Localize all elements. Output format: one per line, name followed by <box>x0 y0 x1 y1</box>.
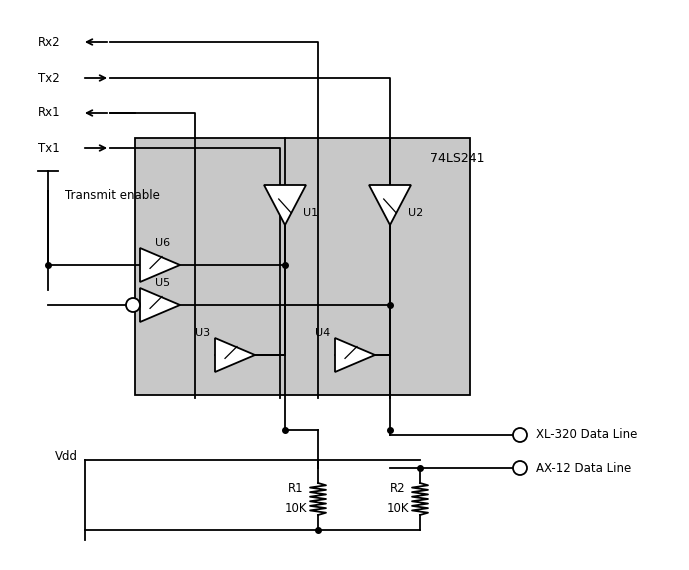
Circle shape <box>126 298 140 312</box>
Text: Tx2: Tx2 <box>38 71 60 84</box>
Text: R1: R1 <box>288 482 304 495</box>
Text: Rx1: Rx1 <box>38 107 61 120</box>
Circle shape <box>513 428 527 442</box>
Text: 10K: 10K <box>285 502 307 515</box>
Circle shape <box>513 461 527 475</box>
Text: Tx1: Tx1 <box>38 141 60 154</box>
Polygon shape <box>335 338 375 372</box>
Text: Vdd: Vdd <box>55 450 78 462</box>
Text: 10K: 10K <box>387 502 409 515</box>
Text: XL-320 Data Line: XL-320 Data Line <box>536 429 637 442</box>
Text: Rx2: Rx2 <box>38 35 61 48</box>
Text: R2: R2 <box>390 482 406 495</box>
Text: U3: U3 <box>195 328 210 338</box>
Text: U6: U6 <box>155 238 170 248</box>
Text: U4: U4 <box>315 328 330 338</box>
Text: U1: U1 <box>303 208 318 218</box>
Text: U2: U2 <box>408 208 423 218</box>
Text: Transmit enable: Transmit enable <box>65 189 160 202</box>
Text: AX-12 Data Line: AX-12 Data Line <box>536 462 631 474</box>
Polygon shape <box>215 338 255 372</box>
Polygon shape <box>140 248 180 282</box>
Polygon shape <box>140 288 180 322</box>
Text: U5: U5 <box>155 278 170 288</box>
Polygon shape <box>369 185 411 225</box>
Polygon shape <box>264 185 306 225</box>
Text: 74LS241: 74LS241 <box>430 152 484 165</box>
Bar <box>135 138 470 395</box>
